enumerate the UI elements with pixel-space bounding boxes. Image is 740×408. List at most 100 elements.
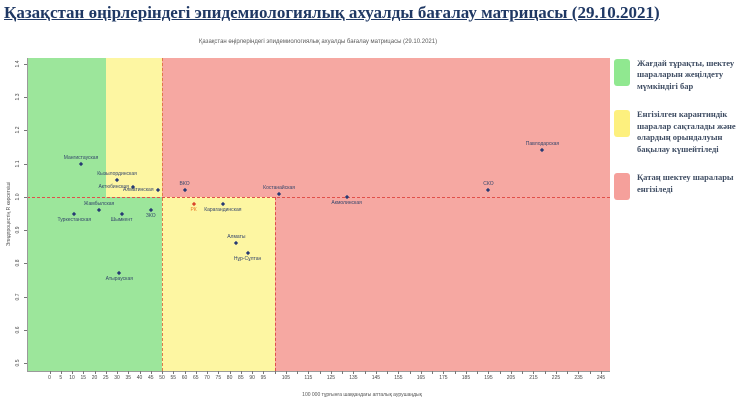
zone-yellow xyxy=(105,58,163,197)
x-tick-label: 20 xyxy=(91,375,98,381)
x-tick-mark xyxy=(308,371,310,374)
y-tick-label: 0.5 xyxy=(15,359,21,367)
y-tick-mark xyxy=(24,363,27,365)
chart-title: Қазақстан өңірлеріндегі эпидемиологиялық… xyxy=(198,39,438,45)
zone-red xyxy=(162,58,610,197)
x-tick-label: 175 xyxy=(439,375,448,381)
x-tick-mark xyxy=(387,371,389,374)
y-tick-label: 1.1 xyxy=(15,160,21,168)
x-tick-mark xyxy=(499,371,501,374)
x-tick-label: 235 xyxy=(574,375,583,381)
y-tick-mark xyxy=(24,130,27,132)
x-tick-label: 185 xyxy=(461,375,471,381)
page-title: Қазақстан өңірлеріндегі эпидемиологиялық… xyxy=(4,3,660,22)
x-tick-label: 145 xyxy=(371,375,381,381)
data-point-label: ЗКО xyxy=(145,213,156,220)
x-tick-label: 5 xyxy=(59,375,63,381)
x-tick-mark xyxy=(488,371,490,374)
x-tick-label: 75 xyxy=(215,375,222,381)
zone-green xyxy=(27,58,106,197)
x-tick-mark xyxy=(420,371,422,374)
x-axis-label: 100 000 тұрғынға шаққандағы апталық ауру… xyxy=(302,392,422,398)
legend: Жағдай тұрақты, шектеу шараларын жеңілде… xyxy=(614,58,736,201)
x-tick-mark xyxy=(162,371,164,374)
data-point-РК xyxy=(191,201,196,206)
legend-text-red: Қатаң шектеу шаралары енгізіледі xyxy=(637,172,734,194)
plot-area: 0 5 10 15 20 25 30 35 40 45 50 55 60 65 70 75 80 85 90 95 10… xyxy=(0,28,740,408)
x-tick-label: 155 xyxy=(394,375,403,381)
x-axis-line xyxy=(27,371,610,372)
y-tick-mark xyxy=(24,63,27,65)
x-tick-mark xyxy=(285,371,287,374)
x-tick-label: 35 xyxy=(125,375,132,381)
x-tick-label: 135 xyxy=(349,375,358,381)
x-tick-mark xyxy=(297,371,299,374)
x-tick-mark xyxy=(330,371,332,374)
data-point-label: Кызылординская xyxy=(97,171,137,178)
x-tick-mark xyxy=(409,371,411,374)
x-tick-mark xyxy=(477,371,479,374)
data-point-label: ВКО xyxy=(179,181,190,188)
x-tick-mark xyxy=(398,371,400,374)
y-tick-mark xyxy=(24,263,27,265)
x-tick-mark xyxy=(105,371,107,374)
y-tick-label: 0.8 xyxy=(15,259,21,267)
data-point-label: Алматы xyxy=(227,234,246,241)
data-point-label: РК xyxy=(190,206,197,213)
x-tick-label: 15 xyxy=(80,375,87,381)
y-tick-mark xyxy=(24,296,27,298)
y-tick-mark xyxy=(24,196,27,198)
x-tick-mark xyxy=(252,371,254,374)
data-point-Шымкент xyxy=(119,211,124,216)
y-tick-mark xyxy=(24,163,27,165)
y-tick-label: 1.4 xyxy=(15,60,21,68)
x-tick-mark xyxy=(375,371,377,374)
x-tick-mark xyxy=(510,371,512,374)
x-tick-label: 25 xyxy=(103,375,109,381)
x-tick-mark xyxy=(274,371,276,374)
x-tick-label: 40 xyxy=(136,375,143,381)
x-tick-mark xyxy=(94,371,96,374)
x-tick-label: 50 xyxy=(159,375,165,381)
data-point-label: Павлодарская xyxy=(525,141,560,148)
x-tick-label: 45 xyxy=(148,375,154,381)
legend-item-red: Қатаң шектеу шаралары енгізіледі xyxy=(614,172,736,201)
x-tick-mark xyxy=(319,371,321,374)
x-tick-mark xyxy=(555,371,557,374)
x-tick-mark xyxy=(218,371,220,374)
epidemiology-matrix-chart: 0 5 10 15 20 25 30 35 40 45 50 55 60 65 70 75 80 85 90 95 10… xyxy=(0,28,740,408)
zone-red xyxy=(274,196,610,371)
x-tick-label: 30 xyxy=(114,375,120,381)
x-tick-mark xyxy=(128,371,130,374)
x-tick-mark xyxy=(60,371,62,374)
x-tick-mark xyxy=(342,371,344,374)
x-tick-label: 90 xyxy=(249,375,255,381)
y-tick-label: 0.7 xyxy=(15,293,21,301)
y-tick-mark xyxy=(24,96,27,98)
x-tick-mark xyxy=(353,371,355,374)
x-tick-label: 80 xyxy=(226,375,233,381)
y-axis-label: Эпидпроцестің R көрсеткіші xyxy=(6,181,12,247)
legend-text-yellow: Енгізілген карантиндік шаралар сақталады… xyxy=(637,109,736,154)
x-tick-label: 105 xyxy=(281,375,291,381)
x-tick-mark xyxy=(83,371,85,374)
x-tick-mark xyxy=(263,371,265,374)
x-tick-label: 225 xyxy=(551,375,561,381)
x-tick-mark xyxy=(49,371,51,374)
x-tick-mark xyxy=(600,371,602,374)
legend-text-green: Жағдай тұрақты, шектеу шараларын жеңілде… xyxy=(637,58,735,91)
x-tick-label: 125 xyxy=(326,375,336,381)
x-tick-mark xyxy=(432,371,434,374)
x-tick-mark xyxy=(589,371,591,374)
x-tick-label: 115 xyxy=(304,375,313,381)
x-tick-mark xyxy=(533,371,535,374)
x-tick-label: 10 xyxy=(69,375,75,381)
legend-item-yellow: Енгізілген карантиндік шаралар сақталады… xyxy=(614,109,736,155)
x-tick-mark xyxy=(117,371,119,374)
legend-swatch-red xyxy=(614,173,630,201)
data-point-label: Алматинская xyxy=(123,187,154,194)
x-tick-mark xyxy=(139,371,141,374)
x-tick-mark xyxy=(544,371,546,374)
data-point-label: Туркестанская xyxy=(57,216,92,223)
x-tick-label: 0 xyxy=(48,375,51,381)
